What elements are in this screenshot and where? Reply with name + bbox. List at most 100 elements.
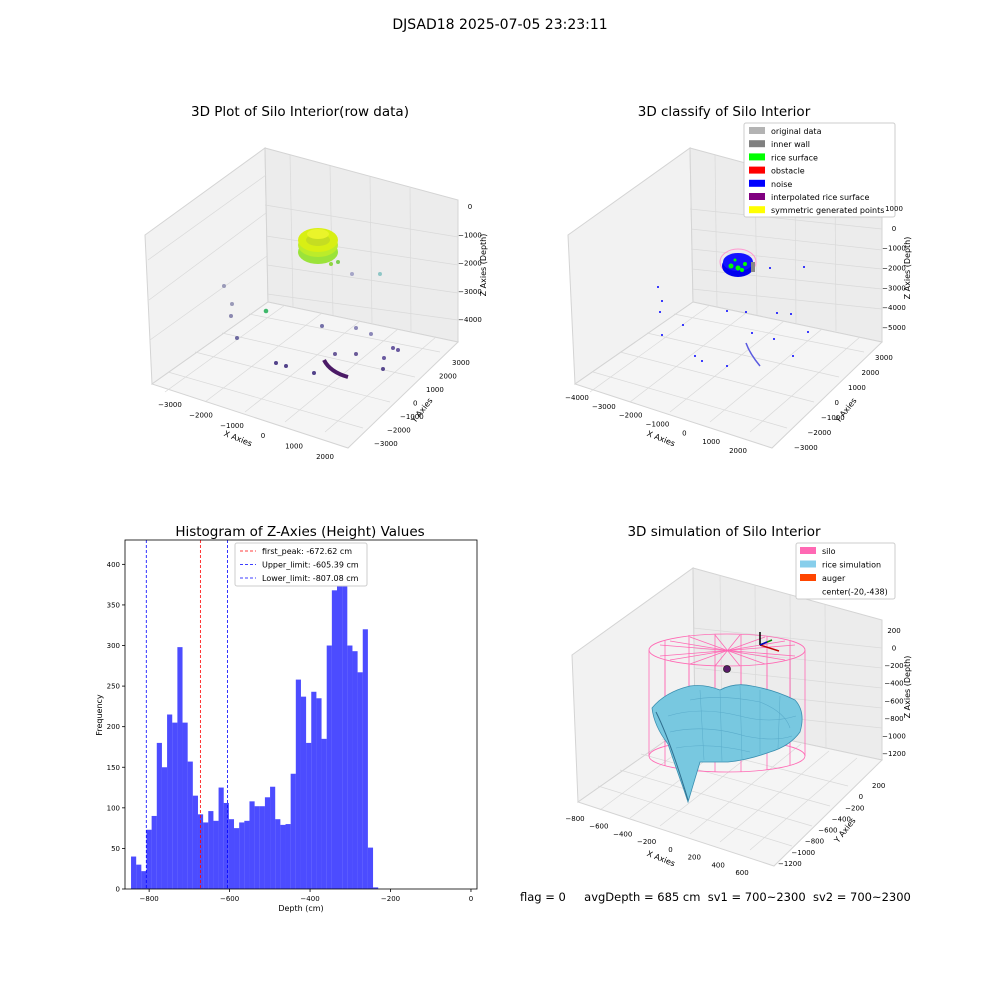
simulation-x-tick-label: −200 <box>637 838 656 846</box>
classify-x-tick-label: 0 <box>682 429 686 437</box>
simulation-y-tick-label: −600 <box>818 827 837 835</box>
histogram-bar <box>141 871 147 889</box>
classify-y-tick-label: 1000 <box>848 384 866 392</box>
histogram-bar <box>347 645 353 889</box>
legend-entry: center(-20,-438) <box>822 588 888 597</box>
histogram-bar <box>249 801 255 889</box>
histogram-y-ticks: 0 50 100 150 200 250 300 350 400 <box>107 561 125 894</box>
histogram-y-label: Frequency <box>95 694 104 736</box>
histogram-bar <box>239 822 245 889</box>
simulation-z-label: Z Axies (Depth) <box>903 656 912 719</box>
simulation-x-tick-label: 200 <box>688 854 701 862</box>
raw-x-tick-label: −2000 <box>189 411 213 419</box>
classify-z-tick-label: −1000 <box>882 245 906 253</box>
simulation-z-tick-label: −400 <box>884 680 903 688</box>
classify-z-tick-label: 1000 <box>885 205 903 213</box>
simulation-x-tick-label: 600 <box>735 869 748 877</box>
classify-noise-points <box>657 266 809 367</box>
classify-x-label: X Axies <box>646 429 677 448</box>
histogram-bar <box>208 811 214 889</box>
raw-y-tick-label: −2000 <box>387 427 411 435</box>
histogram-bar <box>311 691 317 889</box>
y-tick-label: 250 <box>107 683 120 691</box>
simulation-y-tick-label: 0 <box>859 793 863 801</box>
histogram-bar <box>234 828 240 889</box>
simulation-x-tick-label: −600 <box>589 823 608 831</box>
legend-swatch <box>800 560 816 568</box>
y-tick-label: 350 <box>107 601 120 609</box>
classify-x-tick-label: 1000 <box>702 438 720 446</box>
auger-marker <box>723 665 731 673</box>
status-avg-depth: avgDepth = 685 cm <box>584 890 701 904</box>
histogram-bar <box>161 767 168 889</box>
legend-entry: obstacle <box>771 167 805 176</box>
simulation-z-tick-label: −800 <box>884 715 903 723</box>
simulation-z-tick-label: −600 <box>884 697 903 705</box>
histogram-bar <box>223 802 229 889</box>
histogram-bar <box>326 645 332 889</box>
raw-z-label: Z Axies (Depth) <box>479 234 488 297</box>
raw-z-tick-label: −4000 <box>458 316 482 324</box>
simulation-y-tick-label: −800 <box>805 838 824 846</box>
histogram-bar <box>244 820 250 889</box>
histogram-bar <box>373 887 379 889</box>
histogram-bar <box>156 742 162 889</box>
histogram-bar <box>300 696 307 889</box>
histogram-bar <box>192 795 198 889</box>
histogram-bar <box>254 806 260 889</box>
classify-3d-plot: original data inner wall rice surface obsta… <box>567 122 896 449</box>
classify-y-tick-label: 3000 <box>875 354 893 362</box>
raw-x-tick-label: 1000 <box>285 443 303 451</box>
status-sv2: sv2 = 700~2300 <box>812 890 911 904</box>
raw-y-tick-label: −1000 <box>400 413 424 421</box>
legend-entry: interpolated rice surface <box>771 193 869 202</box>
classify-x-tick-label: −2000 <box>619 412 643 420</box>
figure-title: DJSAD18 2025-07-05 23:23:11 <box>392 17 608 33</box>
classify-z-label: Z Axies (Depth) <box>903 237 912 300</box>
histogram-bar <box>228 819 235 889</box>
simulation-z-tick-label: 0 <box>892 645 896 653</box>
legend-entry: Upper_limit: -605.39 cm <box>262 561 359 570</box>
simulation-y-tick-label: −200 <box>845 804 864 812</box>
legend-entry: noise <box>771 180 792 189</box>
y-tick-label: 400 <box>107 561 120 569</box>
classify-x-tick-label: −1000 <box>646 421 670 429</box>
classify-silo-cluster <box>719 248 757 277</box>
x-tick-label: −800 <box>140 895 159 903</box>
histogram-bar <box>316 698 322 889</box>
raw-x-tick-label: −3000 <box>158 401 182 409</box>
axes-gizmo <box>759 632 780 652</box>
histogram-bar <box>218 787 224 889</box>
histogram-bar <box>151 815 157 889</box>
legend-entry: original data <box>771 127 822 136</box>
histogram-plot: −800 −600 −400 −200 0 0 50 100 150 200 250 300 350 4… <box>95 539 478 913</box>
histogram-bar <box>172 722 178 889</box>
legend-entry: inner wall <box>771 140 810 149</box>
x-tick-label: −400 <box>300 895 319 903</box>
x-tick-label: −600 <box>220 895 239 903</box>
raw-z-tick-label: 0 <box>468 203 472 211</box>
legend-entry: first_peak: -672.62 cm <box>262 547 352 556</box>
histogram-bar <box>131 856 137 889</box>
raw-y-tick-label: 0 <box>413 400 417 408</box>
legend-swatch <box>749 179 765 187</box>
y-tick-label: 50 <box>111 845 120 853</box>
classify-y-tick-label: −1000 <box>821 414 845 422</box>
raw-y-tick-label: 3000 <box>452 359 470 367</box>
raw-plot-title: 3D Plot of Silo Interior(row data) <box>191 104 409 120</box>
simulation-y-tick-label: −1200 <box>778 860 802 868</box>
legend-entry: rice simulation <box>822 561 881 570</box>
raw-y-tick-label: −3000 <box>374 440 398 448</box>
simulation-z-tick-label: −1000 <box>882 732 906 740</box>
legend-swatch <box>800 574 816 581</box>
classify-y-tick-label: 0 <box>835 399 839 407</box>
histogram-bar <box>337 559 343 889</box>
raw-scatter-points <box>222 260 400 375</box>
simulation-legend: silo rice simulation auger center(-20,-438) <box>795 542 896 600</box>
histogram-bar <box>182 722 188 889</box>
histogram-bar <box>362 629 368 889</box>
raw-y-tick-label: 2000 <box>439 373 457 381</box>
simulation-x-tick-label: 400 <box>711 861 724 869</box>
classify-y-tick-label: −3000 <box>794 444 818 452</box>
classify-plot-title: 3D classify of Silo Interior <box>637 104 811 120</box>
